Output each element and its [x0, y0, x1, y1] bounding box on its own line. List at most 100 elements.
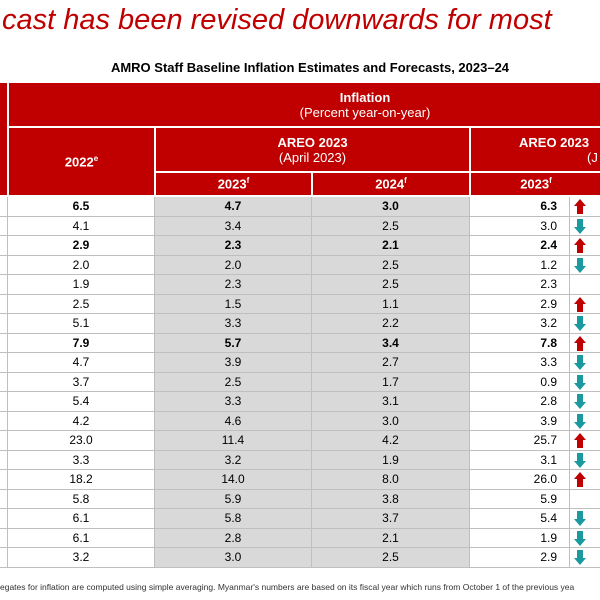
table-cell: 2.3 [155, 236, 312, 256]
row-stub [0, 548, 8, 568]
cell-value: 3.3 [224, 394, 242, 408]
table-cell: 6.1 [8, 528, 155, 548]
table-cell: 2.2 [312, 314, 470, 334]
table-cell: 2.8 [470, 392, 570, 412]
cell-value: 3.3 [540, 355, 557, 369]
arrow-down [574, 394, 586, 409]
cell-value: 4.2 [72, 413, 90, 428]
cell-value: 2.0 [72, 257, 90, 272]
arrow-cell [570, 470, 600, 490]
cell-value: 3.0 [382, 413, 399, 428]
header-first-col: 2022e [8, 127, 155, 196]
row-stub [0, 489, 8, 509]
cell-value: 2.5 [382, 277, 399, 291]
header-areo-note: (April 2023) [278, 149, 347, 165]
row-stub [0, 333, 8, 353]
arrow-cell [570, 353, 600, 373]
row-stub [0, 470, 8, 490]
arrow-cell [570, 529, 600, 548]
table-cell: 7.9 [8, 333, 155, 353]
row-stub [0, 236, 8, 256]
cell-value: 3.8 [382, 491, 399, 506]
row-stub [0, 353, 8, 373]
table-cell: 3.9 [470, 411, 570, 431]
arrow-cell [570, 334, 600, 353]
table-cell: 3.7 [312, 509, 470, 529]
year: 2023 [217, 176, 247, 192]
arrow-down [574, 374, 586, 390]
cell-value: 2.8 [224, 530, 242, 545]
arrow-down [574, 218, 586, 234]
header-corner [0, 82, 8, 196]
cell-value: 5.4 [72, 394, 90, 408]
cell-value: 3.9 [224, 355, 242, 369]
cell-value: 4.1 [72, 218, 90, 233]
table-cell: 2.3 [470, 275, 570, 295]
cell-value: 2.9 [72, 238, 90, 252]
cell-value: 4.2 [382, 433, 399, 447]
table-cell: 2.5 [312, 255, 470, 275]
cell-value: 6.5 [72, 199, 90, 213]
table-cell: 2.5 [155, 372, 312, 392]
table-cell: 1.9 [312, 450, 470, 470]
cell-value: 3.4 [382, 335, 399, 350]
footnote: egates for inflation are computed using … [0, 582, 575, 592]
arrow-cell [570, 548, 600, 568]
table-cell: 3.0 [470, 216, 570, 236]
table-cell: 3.0 [155, 548, 312, 568]
arrow-cell [570, 256, 600, 275]
arrow-down [574, 257, 586, 273]
arrow-up [574, 199, 586, 214]
superscript: f [549, 176, 552, 186]
row-stub [0, 255, 8, 275]
cell-value: 3.4 [224, 218, 242, 233]
table-cell: 1.1 [312, 294, 470, 314]
arrow-cell [570, 314, 600, 334]
superscript: e [93, 153, 99, 163]
table-cell: 5.9 [470, 489, 570, 509]
table-cell: 2.8 [155, 528, 312, 548]
row-stub [0, 216, 8, 236]
cell-value: 3.9 [540, 413, 557, 428]
cell-value: 3.0 [382, 199, 399, 213]
table-cell: 4.1 [8, 216, 155, 236]
header-group-note: (Percent year-on-year) [299, 104, 431, 120]
table-cell: 3.3 [470, 353, 570, 373]
table-cell: 6.5 [8, 197, 155, 217]
arrow-down [574, 355, 586, 370]
cell-value: 3.2 [72, 550, 90, 564]
cell-value: 2.3 [540, 277, 557, 291]
arrow-up [574, 472, 586, 487]
table-cell: 2.5 [312, 548, 470, 568]
table-cell: 4.7 [8, 353, 155, 373]
arrow-down [574, 452, 586, 468]
table-cell: 2.1 [312, 528, 470, 548]
arrow-cell [570, 509, 600, 529]
cell-value: 4.7 [224, 199, 242, 213]
arrow-up [574, 335, 586, 351]
table-cell: 6.1 [8, 509, 155, 529]
header-year: 2024f [312, 172, 470, 196]
table-cell: 4.2 [312, 431, 470, 451]
table-cell: 3.8 [312, 489, 470, 509]
arrow-down [574, 530, 586, 546]
header-areo-april: AREO 2023 (April 2023) [155, 127, 470, 172]
cell-value: 6.3 [540, 199, 557, 213]
table-cell: 2.3 [155, 275, 312, 295]
table-cell: 2.5 [312, 216, 470, 236]
cell-value: 7.8 [540, 335, 557, 350]
arrow-cell [570, 392, 600, 412]
cell-value: 3.2 [224, 452, 242, 467]
row-stub [0, 275, 8, 295]
arrow-cell [570, 217, 600, 236]
cell-value: 5.9 [540, 491, 557, 506]
table-title: AMRO Staff Baseline Inflation Estimates … [110, 60, 510, 75]
cell-value: 3.0 [224, 550, 242, 564]
arrow-down [574, 550, 586, 565]
header-areo-july: AREO 2023 (J [470, 127, 600, 172]
table-cell: 2.9 [470, 294, 570, 314]
table-cell: 0.9 [470, 372, 570, 392]
cell-value: 2.2 [382, 316, 399, 330]
table-cell: 5.8 [155, 509, 312, 529]
table-cell: 3.3 [155, 392, 312, 412]
